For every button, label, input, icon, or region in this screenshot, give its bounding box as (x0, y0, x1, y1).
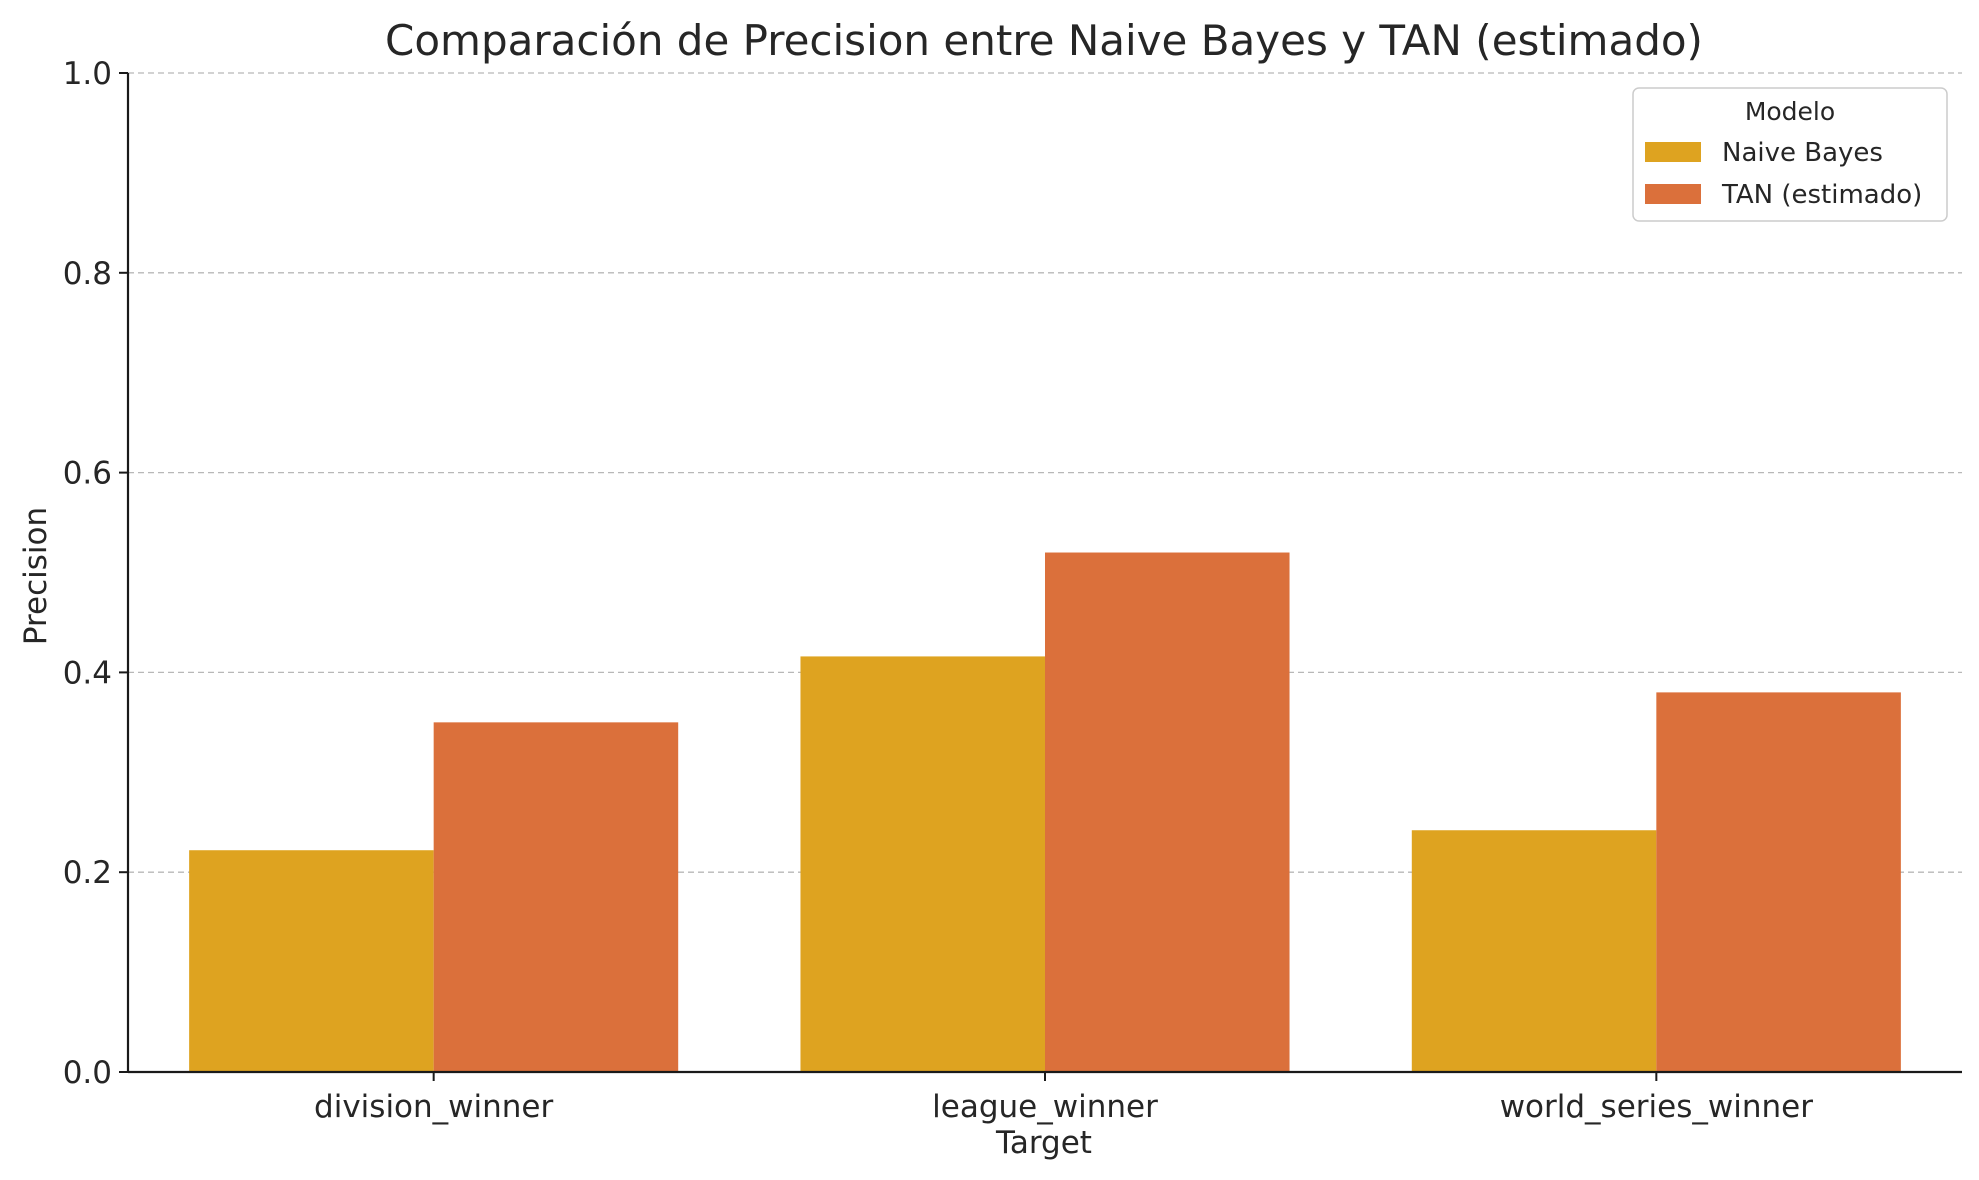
x-tick-label: league_winner (932, 1089, 1158, 1125)
y-tick-labels: 0.0 0.2 0.4 0.6 0.8 1.0 (63, 56, 128, 1091)
bar-naive-bayes-world-series-winner (1411, 830, 1657, 1072)
x-tick-label: world_series_winner (1500, 1089, 1813, 1125)
y-axis-label: Precision (18, 507, 54, 645)
legend-entry: Naive Bayes (1722, 138, 1883, 168)
y-tick-label: 0.4 (63, 655, 112, 691)
legend: Modelo Naive Bayes TAN (estimado) (1632, 87, 1948, 222)
x-axis-label: Target (995, 1125, 1092, 1161)
bar-tan-estimado-league-winner (1045, 552, 1290, 1072)
chart-title: Comparación de Precision entre Naive Bay… (385, 16, 1703, 65)
x-tick-label: division_winner (314, 1089, 553, 1125)
y-tick-label: 0.2 (63, 855, 112, 891)
x-tick-labels: division_winner league_winner world_series… (314, 1072, 1813, 1125)
legend-title: Modelo (1745, 97, 1835, 126)
bar-tan-estimado-division-winner (433, 722, 679, 1072)
y-tick-label: 0.0 (63, 1055, 112, 1091)
y-tick-label: 0.6 (63, 456, 112, 492)
y-tick-label: 0.8 (63, 256, 112, 292)
legend-swatch (1645, 184, 1701, 204)
legend-entry: TAN (estimado) (1721, 180, 1922, 210)
bars (189, 552, 1901, 1072)
bar-tan-estimado-world-series-winner (1656, 692, 1901, 1072)
bar-naive-bayes-league-winner (800, 656, 1045, 1072)
bar-naive-bayes-division-winner (189, 850, 434, 1072)
legend-box (1632, 87, 1948, 222)
legend-swatch (1645, 142, 1701, 162)
y-tick-label: 1.0 (63, 56, 112, 92)
